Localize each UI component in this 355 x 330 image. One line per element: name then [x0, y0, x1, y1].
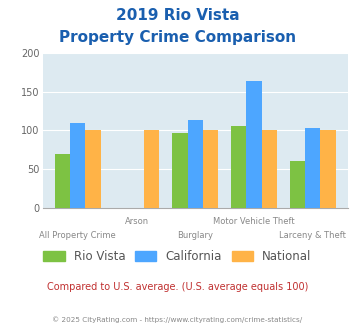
Bar: [86, 130, 101, 208]
Bar: [246, 82, 262, 208]
Bar: [231, 126, 246, 208]
Text: Compared to U.S. average. (U.S. average equals 100): Compared to U.S. average. (U.S. average …: [47, 282, 308, 292]
Text: Burglary: Burglary: [177, 231, 213, 240]
Bar: [188, 120, 203, 208]
Bar: [290, 161, 305, 208]
Bar: [305, 128, 320, 208]
Text: Larceny & Theft: Larceny & Theft: [279, 231, 346, 240]
Text: © 2025 CityRating.com - https://www.cityrating.com/crime-statistics/: © 2025 CityRating.com - https://www.city…: [53, 317, 302, 323]
Bar: [55, 154, 70, 208]
Bar: [173, 133, 188, 208]
Bar: [70, 123, 86, 208]
Bar: [262, 130, 277, 208]
Text: All Property Crime: All Property Crime: [39, 231, 116, 240]
Text: Motor Vehicle Theft: Motor Vehicle Theft: [213, 217, 295, 226]
Text: 2019 Rio Vista: 2019 Rio Vista: [116, 8, 239, 23]
Bar: [203, 130, 218, 208]
Bar: [144, 130, 159, 208]
Text: Property Crime Comparison: Property Crime Comparison: [59, 30, 296, 45]
Bar: [320, 130, 335, 208]
Text: Arson: Arson: [125, 217, 149, 226]
Legend: Rio Vista, California, National: Rio Vista, California, National: [39, 245, 316, 268]
